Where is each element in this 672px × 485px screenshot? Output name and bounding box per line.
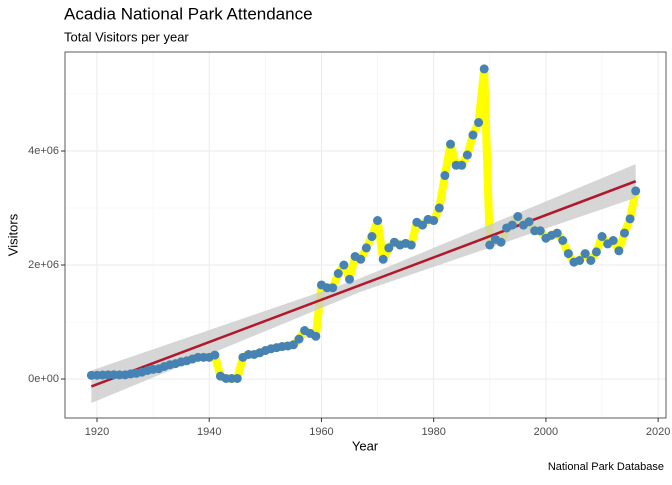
data-point xyxy=(378,254,388,264)
data-point xyxy=(591,247,601,257)
data-point xyxy=(373,216,383,226)
data-point xyxy=(586,255,596,265)
data-point xyxy=(552,228,562,238)
data-point xyxy=(210,350,220,360)
data-point xyxy=(631,186,641,196)
data-point xyxy=(328,283,338,293)
x-tick-label: 1980 xyxy=(421,426,445,438)
data-point xyxy=(513,212,523,222)
data-point xyxy=(558,236,568,246)
data-point xyxy=(294,334,304,344)
data-point xyxy=(417,220,427,230)
data-point xyxy=(232,373,242,383)
data-point xyxy=(462,150,472,160)
data-point xyxy=(311,331,321,341)
data-point xyxy=(524,217,534,227)
data-point xyxy=(446,139,456,149)
data-point xyxy=(429,216,439,226)
trend-line xyxy=(90,180,637,388)
data-point xyxy=(496,237,506,247)
data-point xyxy=(597,232,607,242)
y-axis-title: Visitors xyxy=(5,213,20,256)
data-point xyxy=(345,274,355,284)
data-point xyxy=(457,160,467,170)
data-point xyxy=(384,243,394,253)
data-point xyxy=(367,232,377,242)
panel-border xyxy=(64,51,667,419)
data-point xyxy=(361,243,371,253)
data-point xyxy=(474,118,484,128)
data-point xyxy=(485,240,495,250)
data-point xyxy=(440,171,450,181)
x-tick-label: 1940 xyxy=(197,426,221,438)
chart-subtitle: Total Visitors per year xyxy=(64,29,189,44)
data-point xyxy=(507,220,517,230)
data-point xyxy=(406,240,416,250)
data-point xyxy=(468,130,478,140)
x-axis-title: Year xyxy=(352,438,379,453)
data-point xyxy=(535,226,545,236)
data-point xyxy=(619,228,629,238)
x-tick-label: 2000 xyxy=(534,426,558,438)
y-tick-label: 4e+06 xyxy=(28,145,59,157)
data-point xyxy=(580,249,590,259)
data-point xyxy=(575,255,585,265)
y-tick-label: 0e+00 xyxy=(28,373,59,385)
y-tick-label: 2e+06 xyxy=(28,259,59,271)
data-point xyxy=(434,203,444,213)
x-tick-label: 1920 xyxy=(85,426,109,438)
x-tick-label: 2020 xyxy=(646,426,670,438)
data-point xyxy=(625,214,635,224)
data-point xyxy=(479,64,489,74)
chart-title: Acadia National Park Attendance xyxy=(64,4,313,23)
data-point xyxy=(614,246,624,256)
data-point xyxy=(608,236,618,246)
data-point xyxy=(339,260,349,270)
data-point xyxy=(288,340,298,350)
x-tick-label: 1960 xyxy=(309,426,333,438)
data-point xyxy=(563,249,573,259)
data-point xyxy=(356,254,366,264)
caption: National Park Database xyxy=(548,461,664,473)
data-point xyxy=(333,269,343,279)
